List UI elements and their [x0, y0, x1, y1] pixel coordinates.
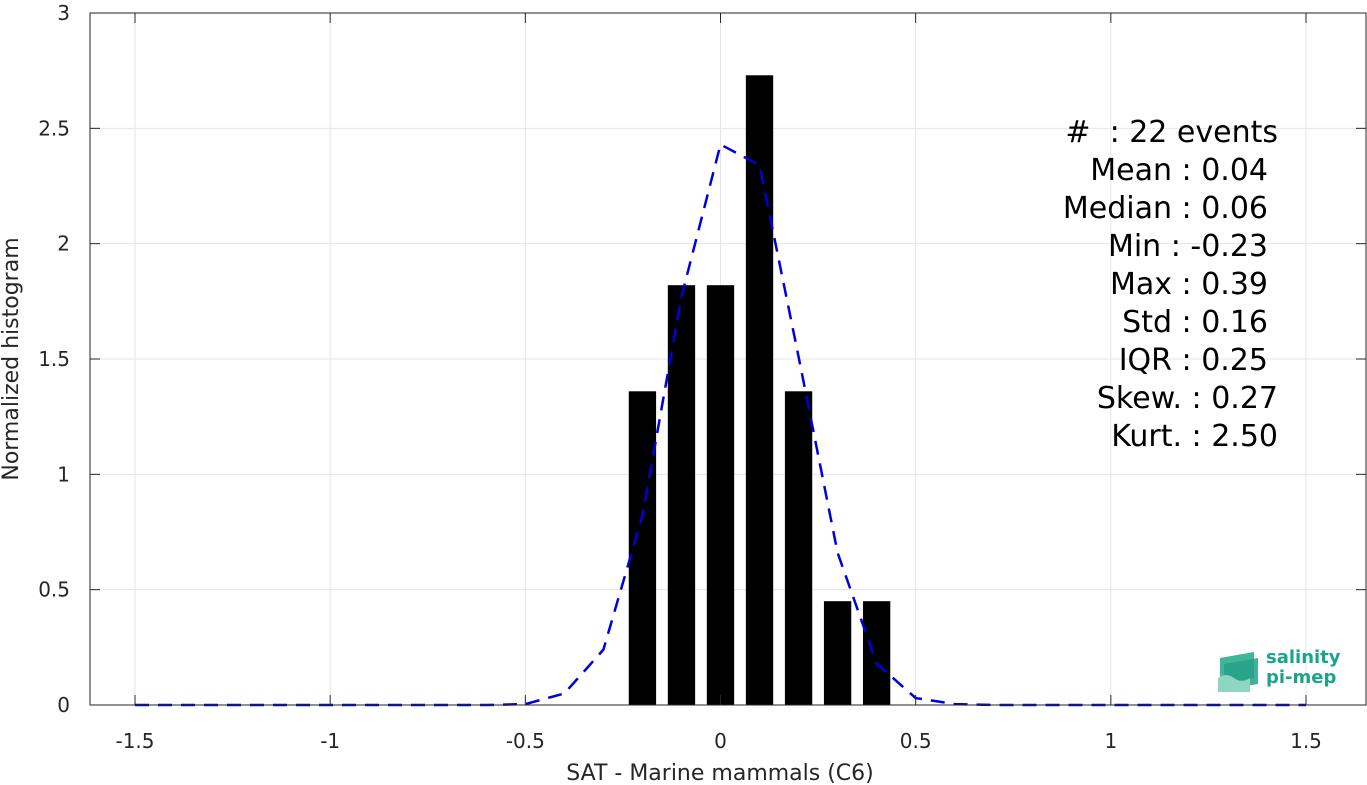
x-tick-label: 0.5 — [900, 729, 932, 753]
stat-max: Max : 0.39 — [1110, 267, 1268, 302]
x-tick-label: 1 — [1104, 729, 1117, 753]
logo-line2: pi-mep — [1266, 667, 1337, 688]
y-tick-label: 1 — [57, 462, 70, 486]
y-tick-label: 0.5 — [38, 578, 70, 602]
histogram-bar — [823, 601, 852, 705]
y-tick-label: 2.5 — [38, 116, 70, 140]
histogram-bars — [628, 75, 891, 705]
x-tick-label: 1.5 — [1290, 729, 1322, 753]
y-tick-label: 1.5 — [38, 347, 70, 371]
x-tick-label: -1.5 — [115, 729, 154, 753]
stat-min: Min : -0.23 — [1107, 229, 1268, 264]
x-tick-label: -0.5 — [506, 729, 545, 753]
x-tick-label: 0 — [714, 729, 727, 753]
histogram-bar — [745, 75, 774, 705]
histogram-bar — [628, 391, 657, 705]
histogram-bar — [667, 285, 696, 705]
statistics-box: # : 22 events Mean : 0.04 Median : 0.06 … — [1000, 114, 1278, 456]
y-axis-ticks: 0 0.5 1 1.5 2 2.5 3 — [38, 1, 1366, 717]
logo-line1: salinity — [1266, 647, 1341, 668]
x-tick-label: -1 — [320, 729, 340, 753]
histogram-bar — [784, 391, 813, 705]
stat-median: Median : 0.06 — [1062, 191, 1268, 226]
histogram-bar — [706, 285, 735, 705]
stat-count: # : 22 events — [1065, 115, 1278, 150]
stat-mean: Mean : 0.04 — [1090, 153, 1268, 188]
stat-kurt: Kurt. : 2.50 — [1111, 419, 1278, 454]
y-tick-label: 2 — [57, 232, 70, 256]
y-tick-label: 3 — [57, 1, 70, 25]
salinity-pimep-logo: salinity pi-mep — [1216, 648, 1346, 694]
stat-skew: Skew. : 0.27 — [1096, 381, 1278, 416]
histogram-bar — [862, 601, 891, 705]
y-axis-label: Normalized histogram — [0, 237, 24, 480]
y-tick-label: 0 — [57, 693, 70, 717]
stat-iqr: IQR : 0.25 — [1118, 343, 1268, 378]
x-axis-ticks: -1.5 -1 -0.5 0 0.5 1 1.5 — [115, 13, 1322, 753]
stat-std: Std : 0.16 — [1122, 305, 1268, 340]
logo-waves-icon — [1218, 652, 1258, 692]
x-axis-label: SAT - Marine mammals (C6) — [566, 761, 874, 785]
